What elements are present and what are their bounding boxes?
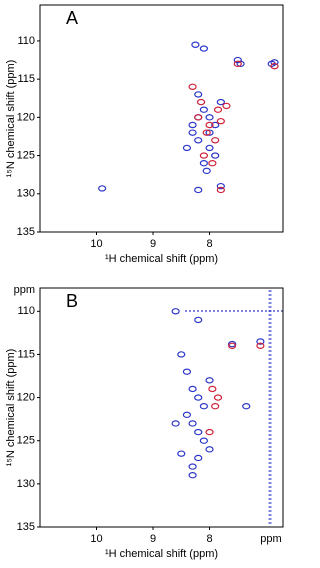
peak bbox=[205, 144, 214, 152]
peak bbox=[270, 62, 279, 70]
peak bbox=[182, 411, 192, 419]
y-tick-label: 115 bbox=[17, 348, 35, 360]
peak bbox=[242, 403, 251, 410]
peak bbox=[216, 186, 225, 194]
peak bbox=[199, 403, 208, 410]
y-tick-label: 115 bbox=[17, 73, 35, 85]
peak bbox=[194, 316, 203, 324]
y-axis-label: ¹⁵N chemical shift (ppm) bbox=[5, 60, 17, 178]
peak bbox=[188, 463, 197, 470]
peak bbox=[194, 186, 203, 194]
peak bbox=[270, 59, 279, 66]
peak bbox=[208, 385, 217, 393]
peak bbox=[188, 121, 197, 129]
peak bbox=[199, 45, 208, 52]
peak bbox=[188, 472, 197, 479]
peak bbox=[228, 342, 237, 350]
peak bbox=[194, 428, 203, 436]
plot-frame bbox=[39, 4, 284, 233]
y-tick-label: 120 bbox=[17, 111, 35, 123]
peak bbox=[188, 385, 197, 393]
peak bbox=[177, 351, 186, 358]
peak bbox=[211, 152, 220, 159]
y-tick-label: 125 bbox=[17, 435, 35, 447]
peak bbox=[199, 160, 208, 167]
peak bbox=[256, 338, 265, 345]
peak bbox=[191, 41, 200, 48]
y-tick-label: 135 bbox=[17, 521, 35, 533]
peak bbox=[194, 454, 203, 462]
peak bbox=[182, 368, 192, 375]
peak bbox=[211, 137, 220, 144]
peak bbox=[202, 167, 211, 175]
y-tick-label: 130 bbox=[17, 188, 35, 200]
peak bbox=[171, 420, 180, 427]
peak bbox=[205, 446, 214, 453]
peak bbox=[233, 60, 242, 68]
x-tick-label: 10 bbox=[90, 238, 102, 250]
y-axis-label: ¹⁵N chemical shift (ppm) bbox=[5, 349, 17, 467]
peak bbox=[205, 114, 214, 121]
x-unit: ppm bbox=[260, 533, 281, 545]
y-tick-label: 120 bbox=[17, 391, 35, 403]
peak bbox=[188, 129, 197, 136]
peak bbox=[211, 121, 220, 129]
x-tick-label: 8 bbox=[206, 238, 212, 250]
peak bbox=[194, 394, 203, 401]
peak bbox=[213, 394, 223, 401]
peak bbox=[194, 114, 203, 121]
peak bbox=[216, 182, 225, 190]
y-tick-label: 110 bbox=[17, 35, 35, 47]
y-tick-label: 135 bbox=[17, 226, 35, 238]
peak bbox=[194, 91, 203, 98]
peak bbox=[222, 102, 231, 110]
peak bbox=[188, 83, 197, 90]
peak bbox=[182, 144, 192, 152]
y-tick-label: 125 bbox=[17, 149, 35, 161]
peak bbox=[188, 420, 197, 427]
peak bbox=[205, 121, 214, 129]
peak bbox=[213, 106, 223, 113]
panel-label: B bbox=[66, 291, 78, 311]
x-axis-label: ¹H chemical shift (ppm) bbox=[105, 548, 218, 560]
peak bbox=[177, 450, 186, 457]
peak bbox=[98, 185, 107, 192]
figure: A 110 115 120 125 130 135 10 9 8 ¹H chemical shift… bbox=[5, 4, 284, 560]
x-tick-label: 8 bbox=[206, 533, 212, 545]
y-unit: ppm bbox=[14, 284, 35, 296]
panel-label: A bbox=[66, 8, 78, 28]
peak bbox=[205, 428, 214, 436]
peak bbox=[199, 437, 208, 444]
x-axis-label: ¹H chemical shift (ppm) bbox=[105, 253, 218, 265]
plot-frame bbox=[39, 287, 284, 528]
x-tick-label: 10 bbox=[90, 533, 102, 545]
peak bbox=[202, 129, 211, 136]
peak bbox=[208, 160, 217, 167]
peak bbox=[199, 152, 208, 159]
peak bbox=[196, 98, 206, 106]
peak bbox=[194, 137, 203, 144]
y-tick-label: 110 bbox=[17, 305, 35, 317]
peak bbox=[236, 60, 245, 68]
peak bbox=[199, 106, 208, 113]
x-tick-label: 9 bbox=[150, 238, 156, 250]
peak bbox=[171, 308, 180, 315]
peak bbox=[256, 342, 265, 350]
peak bbox=[205, 377, 214, 384]
peak bbox=[211, 403, 220, 410]
peak bbox=[216, 98, 225, 106]
peak bbox=[216, 117, 225, 125]
y-tick-label: 130 bbox=[17, 478, 35, 490]
peak bbox=[205, 129, 214, 136]
x-tick-label: 9 bbox=[150, 533, 156, 545]
